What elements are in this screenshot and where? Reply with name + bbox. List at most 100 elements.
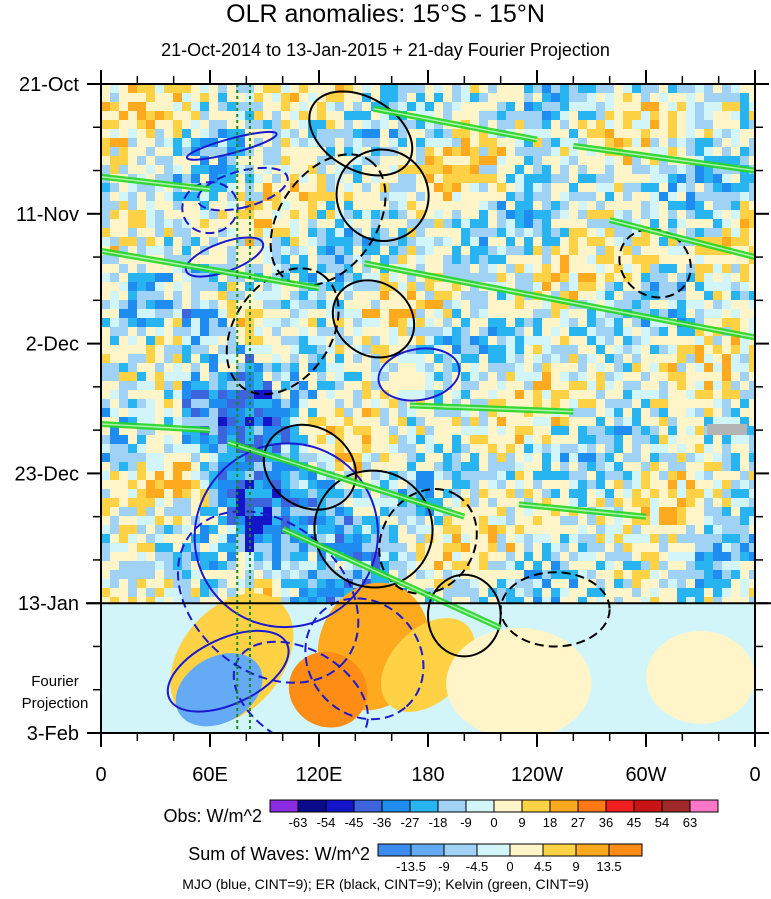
obs-anomaly-cell [722,462,732,472]
obs-anomaly-cell [155,111,165,121]
obs-anomaly-cell [506,219,516,229]
obs-anomaly-cell [173,201,183,211]
obs-anomaly-cell [254,399,264,409]
obs-anomaly-cell [479,516,489,526]
obs-anomaly-cell [416,327,426,337]
obs-anomaly-cell [362,534,372,544]
obs-anomaly-cell [668,390,678,400]
obs-anomaly-cell [461,273,471,283]
obs-anomaly-cell [452,543,462,553]
obs-anomaly-cell [470,147,480,157]
obs-anomaly-cell [227,282,237,292]
obs-colorbar-label: Obs: W/m^2 [164,806,262,826]
obs-anomaly-cell [704,93,714,103]
obs-anomaly-cell [641,444,651,454]
obs-anomaly-cell [290,147,300,157]
obs-anomaly-cell [389,174,399,184]
obs-anomaly-cell [551,435,561,445]
obs-anomaly-cell [299,192,309,202]
obs-anomaly-cell [299,552,309,562]
obs-anomaly-cell [182,291,192,301]
obs-anomaly-cell [371,129,381,139]
obs-anomaly-cell [515,552,525,562]
obs-anomaly-cell [596,219,606,229]
obs-anomaly-cell [326,192,336,202]
obs-anomaly-cell [515,93,525,103]
obs-anomaly-cell [263,498,273,508]
obs-anomaly-cell [587,282,597,292]
obs-anomaly-cell [632,255,642,265]
projection-anomaly-area [175,653,263,727]
obs-anomaly-cell [227,444,237,454]
obs-anomaly-cell [317,507,327,517]
obs-anomaly-cell [128,435,138,445]
obs-anomaly-cell [173,345,183,355]
obs-anomaly-cell [488,597,498,607]
obs-anomaly-cell [605,525,615,535]
obs-anomaly-cell [641,471,651,481]
obs-anomaly-cell [236,399,246,409]
obs-anomaly-cell [452,138,462,148]
obs-anomaly-cell [713,579,723,589]
obs-anomaly-cell [407,390,417,400]
obs-anomaly-cell [344,453,354,463]
obs-anomaly-cell [308,435,318,445]
obs-anomaly-cell [164,120,174,130]
obs-anomaly-cell [677,543,687,553]
obs-anomaly-cell [227,480,237,490]
obs-anomaly-cell [254,345,264,355]
obs-anomaly-cell [128,561,138,571]
obs-anomaly-cell [569,471,579,481]
y-tick-label: 2-Dec [26,334,79,356]
obs-anomaly-cell [461,363,471,373]
obs-anomaly-cell [362,552,372,562]
obs-anomaly-cell [119,228,129,238]
obs-anomaly-cell [587,345,597,355]
obs-anomaly-cell [236,156,246,166]
obs-anomaly-cell [290,345,300,355]
obs-anomaly-cell [317,201,327,211]
obs-anomaly-cell [173,354,183,364]
obs-anomaly-cell [146,210,156,220]
obs-anomaly-cell [308,354,318,364]
obs-anomaly-cell [119,300,129,310]
obs-anomaly-cell [164,390,174,400]
obs-anomaly-cell [578,480,588,490]
obs-anomaly-cell [650,165,660,175]
obs-anomaly-cell [200,282,210,292]
obs-anomaly-cell [704,210,714,220]
obs-anomaly-cell [749,363,755,373]
er-contour [378,488,478,595]
obs-anomaly-cell [443,588,453,598]
obs-anomaly-cell [299,453,309,463]
obs-anomaly-cell [137,480,147,490]
obs-anomaly-cell [731,453,741,463]
obs-anomaly-cell [596,561,606,571]
obs-anomaly-cell [389,129,399,139]
obs-anomaly-cell [128,408,138,418]
obs-anomaly-cell [677,282,687,292]
obs-anomaly-cell [146,381,156,391]
obs-anomaly-cell [182,327,192,337]
obs-anomaly-cell [641,354,651,364]
obs-anomaly-cell [137,534,147,544]
obs-anomaly-cell [668,561,678,571]
obs-anomaly-cell [272,282,282,292]
obs-anomaly-cell [326,120,336,130]
obs-anomaly-cell [335,561,345,571]
obs-anomaly-cell [506,345,516,355]
obs-anomaly-cell [650,318,660,328]
obs-anomaly-cell [425,237,435,247]
obs-anomaly-cell [272,561,282,571]
obs-anomaly-cell [218,390,228,400]
obs-anomaly-cell [281,246,291,256]
obs-anomaly-cell [596,597,606,607]
obs-anomaly-cell [128,534,138,544]
obs-anomaly-cell [398,237,408,247]
obs-anomaly-cell [353,579,363,589]
obs-anomaly-cell [434,588,444,598]
obs-anomaly-cell [173,255,183,265]
obs-anomaly-cell [290,498,300,508]
obs-anomaly-cell [353,354,363,364]
obs-anomaly-cell [749,147,755,157]
